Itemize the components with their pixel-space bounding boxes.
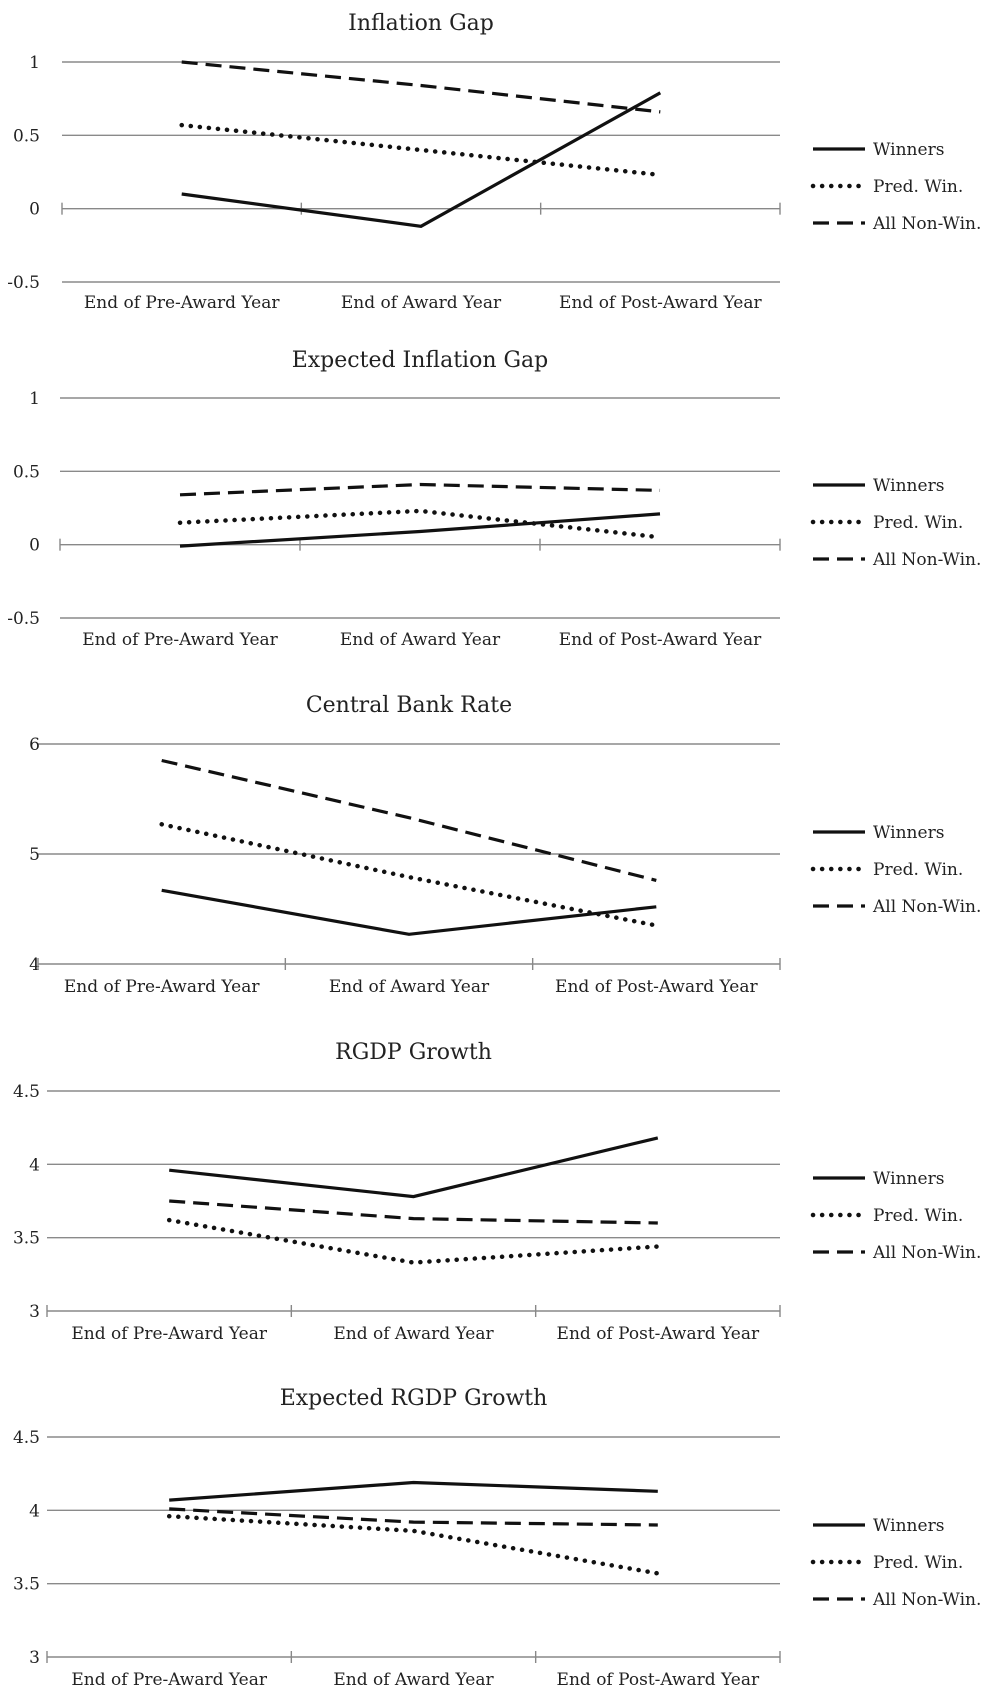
series-line-nonwin [181, 60, 661, 114]
chart-panel: RGDP Growth 4.5 4 3.5 3 End of Pre-Award Year… [13, 1040, 981, 1344]
x-tick-label: End of Post-Award Year [557, 1324, 760, 1344]
chart-title: Expected RGDP Growth [280, 1386, 548, 1411]
legend-label-pred: Pred. Win. [873, 1553, 963, 1573]
series-line-pred [166, 1513, 661, 1576]
x-tick-label: End of Pre-Award Year [64, 977, 260, 997]
y-tick-label: 4 [29, 1501, 40, 1521]
chart-title: RGDP Growth [335, 1040, 492, 1065]
y-tick-label: 4 [29, 955, 40, 975]
x-tick-label: End of Award Year [341, 293, 502, 313]
y-tick-label: -0.5 [7, 609, 40, 629]
x-tick-label: End of Post-Award Year [559, 293, 762, 313]
series-line-pred [179, 122, 663, 178]
chart-panel: Inflation Gap 1 0.5 0 -0.5 End of Pre-Award Y… [7, 11, 981, 313]
y-tick-label: 0.5 [13, 462, 40, 482]
y-tick-label: 3.5 [13, 1575, 40, 1595]
chart-title: Inflation Gap [348, 11, 494, 36]
legend-label-winners: Winners [873, 823, 944, 843]
y-tick-label: 5 [29, 845, 40, 865]
series-line-nonwin [169, 1507, 658, 1527]
legend-label-nonwin: All Non-Win. [872, 550, 981, 570]
legend-label-nonwin: All Non-Win. [872, 1243, 981, 1263]
series-line-pred [166, 1217, 661, 1265]
legend-label-winners: Winners [873, 140, 944, 160]
x-tick-label: End of Award Year [333, 1324, 494, 1344]
y-tick-label: 6 [29, 735, 40, 755]
series-line-winners [161, 888, 657, 936]
y-tick-label: 3 [29, 1648, 40, 1668]
chart-panel: Expected Inflation Gap 1 0.5 0 -0.5 End of Pr… [7, 348, 981, 650]
legend-label-pred: Pred. Win. [873, 513, 963, 533]
x-tick-label: End of Post-Award Year [555, 977, 758, 997]
chart-title: Expected Inflation Gap [292, 348, 549, 373]
x-tick-label: End of Pre-Award Year [71, 1670, 267, 1690]
chart-title: Central Bank Rate [306, 693, 512, 718]
series-line-winners [169, 1480, 658, 1502]
y-tick-label: 0 [29, 200, 40, 220]
x-tick-label: End of Award Year [333, 1670, 494, 1690]
y-tick-label: 3 [29, 1302, 40, 1322]
x-tick-label: End of Pre-Award Year [71, 1324, 267, 1344]
legend-label-pred: Pred. Win. [873, 177, 963, 197]
legend-label-nonwin: All Non-Win. [872, 1590, 981, 1610]
x-tick-label: End of Pre-Award Year [84, 293, 280, 313]
series-line-nonwin [179, 482, 661, 497]
y-tick-label: -0.5 [7, 273, 40, 293]
x-tick-label: End of Award Year [329, 977, 490, 997]
series-line-winners [181, 91, 662, 228]
series-line-winners [169, 1136, 659, 1199]
series-line-nonwin [161, 758, 657, 882]
y-tick-label: 4 [29, 1155, 40, 1175]
series-line-nonwin [169, 1199, 658, 1225]
y-tick-label: 0.5 [13, 126, 40, 146]
legend-label-pred: Pred. Win. [873, 1206, 963, 1226]
legend-label-winners: Winners [873, 1169, 944, 1189]
chart-panel: Expected RGDP Growth 4.5 4 3.5 3 End of Pre-A… [13, 1386, 981, 1690]
legend-label-winners: Winners [873, 1516, 944, 1536]
x-tick-label: End of Pre-Award Year [82, 630, 278, 650]
y-tick-label: 3.5 [13, 1229, 40, 1249]
legend-label-winners: Winners [873, 476, 944, 496]
legend-label-nonwin: All Non-Win. [872, 214, 981, 234]
y-tick-label: 4.5 [13, 1428, 40, 1448]
series-line-winners [179, 512, 661, 548]
legend-label-nonwin: All Non-Win. [872, 897, 981, 917]
legend-label-pred: Pred. Win. [873, 860, 963, 880]
chart-panel: Central Bank Rate 6 5 4 End of Pre-Award Yea… [29, 693, 981, 997]
y-tick-label: 1 [29, 389, 40, 409]
y-tick-label: 0 [29, 536, 40, 556]
y-tick-label: 1 [29, 53, 40, 73]
x-tick-label: End of Post-Award Year [559, 630, 762, 650]
x-tick-label: End of Post-Award Year [557, 1670, 760, 1690]
x-tick-label: End of Award Year [340, 630, 501, 650]
series-line-pred [159, 822, 659, 928]
series-line-pred [177, 508, 663, 540]
y-tick-label: 4.5 [13, 1082, 40, 1102]
